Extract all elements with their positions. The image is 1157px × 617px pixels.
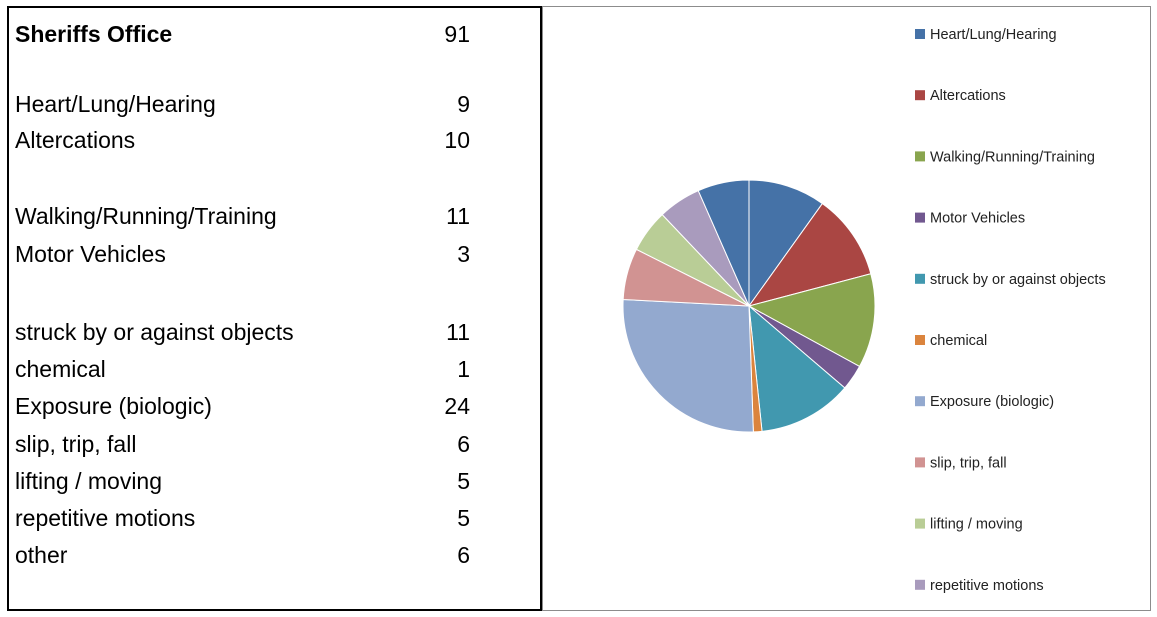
legend-swatch bbox=[915, 90, 925, 101]
pie-slice-heart-lung-hearing bbox=[748, 179, 824, 308]
table-row: Altercations 10 bbox=[15, 122, 470, 158]
legend-entry: Motor Vehicles bbox=[915, 211, 1025, 227]
legend-swatch bbox=[915, 273, 925, 284]
pie-chart: Heart/Lung/Hearing Altercations Walking/Ru… bbox=[622, 27, 1106, 594]
row-value: 10 bbox=[444, 127, 470, 153]
legend-entry: struck by or against objects bbox=[915, 272, 1106, 288]
legend-swatch bbox=[915, 335, 925, 345]
pie-slice-struck-by-or-against-objects bbox=[748, 304, 846, 432]
table-row: Heart/Lung/Hearing 9 bbox=[15, 86, 470, 122]
row-label: Exposure (biologic) bbox=[15, 393, 212, 419]
pie-slice-other bbox=[697, 179, 750, 307]
legend-entry: repetitive motions bbox=[915, 578, 1044, 594]
legend-swatch bbox=[915, 151, 925, 162]
row-label: Motor Vehicles bbox=[15, 241, 166, 267]
table-row: repetitive motions 5 bbox=[15, 500, 470, 536]
legend-entry: Exposure (biologic) bbox=[915, 394, 1054, 410]
legend-entry: Heart/Lung/Hearing bbox=[915, 27, 1057, 43]
row-label: other bbox=[15, 542, 68, 568]
legend-swatch bbox=[915, 579, 925, 590]
row-value: 5 bbox=[457, 468, 470, 494]
table-header-value: 91 bbox=[444, 21, 470, 47]
legend-entry: lifting / moving bbox=[915, 517, 1023, 533]
row-value: 6 bbox=[457, 431, 470, 457]
row-label: Altercations bbox=[15, 127, 136, 153]
legend-entry: Walking/Running/Training bbox=[915, 149, 1095, 165]
pie-slice-exposure-biologic bbox=[622, 298, 754, 433]
legend-swatch bbox=[915, 396, 925, 407]
data-table: Sheriffs Office 91 Heart/Lung/Hearing 9 … bbox=[7, 6, 542, 611]
row-label: repetitive motions bbox=[15, 505, 196, 531]
row-label: struck by or against objects bbox=[15, 319, 294, 345]
table-row: Motor Vehicles 3 bbox=[15, 236, 470, 272]
row-label: lifting / moving bbox=[15, 468, 163, 494]
legend-label: Motor Vehicles bbox=[930, 211, 1025, 227]
legend-label: Altercations bbox=[930, 88, 1006, 104]
row-value: 11 bbox=[446, 203, 470, 229]
row-value: 24 bbox=[444, 393, 470, 419]
pie-slice-walking-running-training bbox=[747, 273, 876, 368]
row-value: 11 bbox=[446, 319, 470, 345]
table-row: struck by or against objects 11 bbox=[15, 314, 470, 350]
row-value: 5 bbox=[457, 505, 470, 531]
row-value: 3 bbox=[457, 241, 470, 267]
legend-swatch bbox=[915, 457, 925, 468]
legend-label: Heart/Lung/Hearing bbox=[930, 27, 1057, 43]
legend-label: struck by or against objects bbox=[930, 272, 1106, 288]
table-row: Exposure (biologic) 24 bbox=[15, 388, 470, 424]
table-header-label: Sheriffs Office bbox=[15, 21, 173, 47]
table-row: Walking/Running/Training 11 bbox=[15, 198, 470, 234]
legend-swatch bbox=[915, 29, 925, 39]
legend-entry: chemical bbox=[915, 333, 987, 349]
legend-label: Exposure (biologic) bbox=[930, 394, 1054, 410]
table-header-row: Sheriffs Office 91 bbox=[15, 16, 470, 52]
legend-label: slip, trip, fall bbox=[930, 455, 1007, 471]
legend-label: Walking/Running/Training bbox=[930, 149, 1095, 165]
table-row: other 6 bbox=[15, 537, 470, 573]
pie-slice-altercations bbox=[747, 202, 872, 307]
row-label: Walking/Running/Training bbox=[15, 203, 277, 229]
row-label: chemical bbox=[15, 356, 106, 382]
legend-entry: slip, trip, fall bbox=[915, 455, 1007, 471]
table-row: slip, trip, fall 6 bbox=[15, 426, 470, 462]
table-row: chemical 1 bbox=[15, 351, 470, 387]
legend-swatch bbox=[915, 212, 925, 223]
legend-swatch bbox=[915, 518, 925, 529]
pie-chart-panel: Heart/Lung/Hearing Altercations Walking/Ru… bbox=[542, 6, 1151, 611]
table-row: lifting / moving 5 bbox=[15, 463, 470, 499]
row-label: slip, trip, fall bbox=[15, 431, 137, 457]
row-label: Heart/Lung/Hearing bbox=[15, 91, 216, 117]
legend-label: lifting / moving bbox=[930, 517, 1023, 533]
row-value: 6 bbox=[457, 542, 470, 568]
row-value: 9 bbox=[457, 91, 470, 117]
legend-entry: Altercations bbox=[915, 88, 1006, 104]
legend-label: repetitive motions bbox=[930, 578, 1044, 594]
legend-label: chemical bbox=[930, 333, 987, 349]
row-value: 1 bbox=[457, 356, 470, 382]
